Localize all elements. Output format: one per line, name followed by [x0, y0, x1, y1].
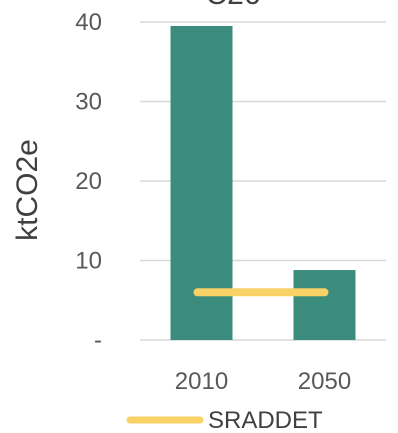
bars [170, 25, 356, 340]
bar-2010 [170, 25, 233, 340]
chart-title: C26 [205, 0, 260, 11]
y-tick-label: - [94, 327, 102, 354]
y-tick-labels: - 10 20 30 40 [75, 9, 102, 354]
x-tick-label: 2050 [298, 368, 351, 395]
y-tick-label: 30 [75, 89, 102, 116]
y-tick-label: 20 [75, 168, 102, 195]
y-tick-label: 40 [75, 9, 102, 36]
x-tick-labels: 2010 2050 [175, 368, 351, 395]
legend-label-sraddet: SRADDET [208, 407, 323, 433]
legend: SRADDET [126, 407, 323, 433]
y-axis-label: ktCO2e [11, 139, 44, 241]
x-tick-label: 2010 [175, 368, 228, 395]
y-tick-label: 10 [75, 248, 102, 275]
bar-2050 [293, 270, 356, 340]
